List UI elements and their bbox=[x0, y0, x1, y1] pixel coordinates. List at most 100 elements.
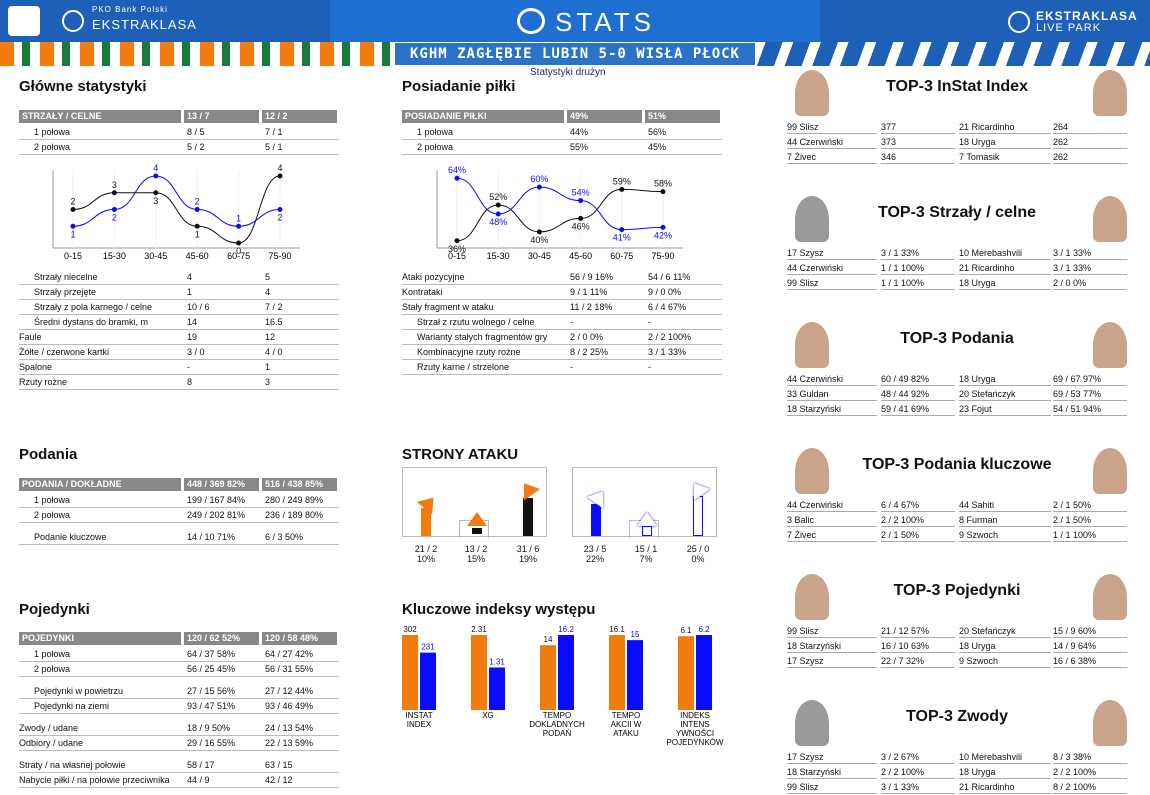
data-point bbox=[111, 207, 117, 212]
category-label: TEMPO bbox=[543, 711, 571, 720]
table-row: Podanie kluczowe 14 / 10 71% 6 / 3 50% bbox=[19, 530, 339, 545]
cell: 7 / 2 bbox=[265, 302, 283, 312]
table-row: Nabycie piłki / na połowie przeciwnika 44… bbox=[19, 773, 339, 788]
bar bbox=[489, 667, 505, 710]
attack-value: 25 / 0 bbox=[686, 544, 710, 554]
top3-row: 44 Czerwiński 1 / 1 100% 21 Ricardinho 3 / … bbox=[787, 261, 1127, 276]
series-line bbox=[456, 177, 664, 231]
top3-title: TOP-3 InStat Index bbox=[886, 78, 1028, 95]
data-label: 52% bbox=[489, 192, 507, 202]
data-point bbox=[277, 207, 283, 212]
data-point bbox=[495, 202, 501, 208]
cell: POSIADANIE PIŁKI bbox=[402, 110, 564, 123]
cell: 15 / 9 60% bbox=[1053, 624, 1127, 638]
cell: 51% bbox=[645, 110, 720, 123]
data-label: 41% bbox=[613, 233, 631, 243]
cell: 2 / 2 100% bbox=[648, 332, 692, 342]
category-label: XG bbox=[482, 711, 494, 720]
cell: Pojedynki w powietrzu bbox=[34, 686, 124, 696]
attack-home-right: 31 / 6 19% bbox=[510, 544, 546, 564]
cell: 4 bbox=[265, 287, 271, 297]
cell: 16 / 6 38% bbox=[1053, 654, 1127, 668]
data-point bbox=[70, 207, 76, 212]
player-photo bbox=[1093, 70, 1127, 116]
bar bbox=[540, 645, 556, 710]
cell: 29 / 16 55% bbox=[187, 738, 236, 748]
cell: 27 / 15 56% bbox=[187, 686, 236, 696]
table-row: Strzały z pola karnego / celne 10 / 6 7 / … bbox=[19, 300, 339, 315]
cell: 2 / 2 100% bbox=[881, 765, 955, 779]
cell: 22 / 7 32% bbox=[881, 654, 955, 668]
attack-bar-right bbox=[693, 496, 703, 536]
attack-pct: 22% bbox=[585, 554, 604, 564]
data-label: 0 bbox=[236, 246, 241, 256]
data-point bbox=[495, 211, 501, 217]
category-label: INDEX bbox=[407, 720, 432, 729]
x-tick-label: 30-45 bbox=[528, 251, 551, 261]
data-label: 3 bbox=[153, 196, 158, 206]
cell: - bbox=[570, 362, 573, 372]
cell: 18 Starzyński bbox=[787, 765, 877, 779]
cell: 120 / 62 52% bbox=[184, 632, 259, 645]
data-label: 2 bbox=[277, 213, 282, 223]
attack-pct: 19% bbox=[518, 554, 537, 564]
attack-away-center: 15 / 1 7% bbox=[628, 544, 664, 564]
cell: 12 / 2 bbox=[262, 110, 337, 123]
cell: 5 / 2 bbox=[187, 142, 205, 152]
cell: 99 Slisz bbox=[787, 120, 877, 134]
cell: 44 Czerwiński bbox=[787, 261, 877, 275]
data-point bbox=[153, 190, 159, 196]
cell: 14 / 10 71% bbox=[187, 532, 236, 542]
data-point bbox=[619, 227, 625, 233]
data-label: 42% bbox=[654, 230, 672, 240]
table-row: 1 połowa 64 / 37 58% 64 / 27 42% bbox=[19, 647, 339, 662]
data-label: 4 bbox=[153, 163, 158, 173]
cell: 6 / 4 67% bbox=[881, 498, 955, 512]
section-title-duels: Pojedynki bbox=[19, 601, 90, 618]
top3-title: TOP-3 Podania kluczowe bbox=[862, 456, 1052, 473]
cell: 16.5 bbox=[265, 317, 283, 327]
x-tick-label: 75-90 bbox=[268, 251, 291, 261]
data-point bbox=[660, 224, 666, 230]
cell: 42 / 12 bbox=[265, 775, 293, 785]
cell: Faule bbox=[19, 332, 42, 342]
cell: 17 Szysz bbox=[787, 246, 877, 260]
data-point bbox=[194, 223, 200, 229]
cell: 33 Guldan bbox=[787, 387, 877, 401]
table-row: Rzuty karne / strzelone - - bbox=[402, 360, 722, 375]
bar-value-label: 15 bbox=[631, 630, 640, 639]
category-label: TEMPO bbox=[612, 711, 640, 720]
table-row: Warianty stałych fragmentów gry 2 / 0 0% 2… bbox=[402, 330, 722, 345]
cell: 3 bbox=[265, 377, 271, 387]
cell: 20 Stefańczyk bbox=[959, 387, 1051, 401]
cell: 16 / 10 63% bbox=[881, 639, 955, 653]
data-label: 40% bbox=[530, 235, 548, 245]
section-title-attack: STRONY ATAKU bbox=[402, 446, 519, 463]
data-label: 54% bbox=[572, 188, 590, 198]
possession-head-row: POSIADANIE PIŁKI 49% 51% bbox=[402, 110, 722, 123]
cell: 17 Szysz bbox=[787, 654, 877, 668]
cell: 8 / 3 38% bbox=[1053, 750, 1127, 764]
header-left-panel bbox=[0, 0, 330, 42]
player-photo bbox=[795, 70, 829, 116]
cell: Średni dystans do bramki, m bbox=[34, 317, 149, 327]
cell: 7 Żivec bbox=[787, 528, 877, 542]
data-label: 1 bbox=[236, 213, 241, 223]
cell: 21 / 12 57% bbox=[881, 624, 955, 638]
attack-home-center: 13 / 2 15% bbox=[458, 544, 494, 564]
data-point bbox=[578, 215, 584, 221]
cell: Strzał z rzutu wolnego / celne bbox=[417, 317, 535, 327]
cell: 1 połowa bbox=[34, 649, 71, 659]
bar bbox=[471, 635, 487, 710]
cell: STRZAŁY / CELNE bbox=[19, 110, 181, 123]
cell: 5 / 1 bbox=[265, 142, 283, 152]
cell: Ataki pozycyjne bbox=[402, 272, 465, 282]
bar-value-label: 6.1 bbox=[680, 626, 692, 635]
attack-bar-center bbox=[472, 528, 482, 534]
top3-title: TOP-3 Podania bbox=[900, 330, 1014, 347]
table-row: Strzały niecelne 4 5 bbox=[19, 270, 339, 285]
cell: 18 Uryga bbox=[959, 135, 1051, 149]
bar bbox=[696, 635, 712, 710]
arrow-icon bbox=[637, 512, 657, 526]
cell: 2 połowa bbox=[34, 142, 71, 152]
